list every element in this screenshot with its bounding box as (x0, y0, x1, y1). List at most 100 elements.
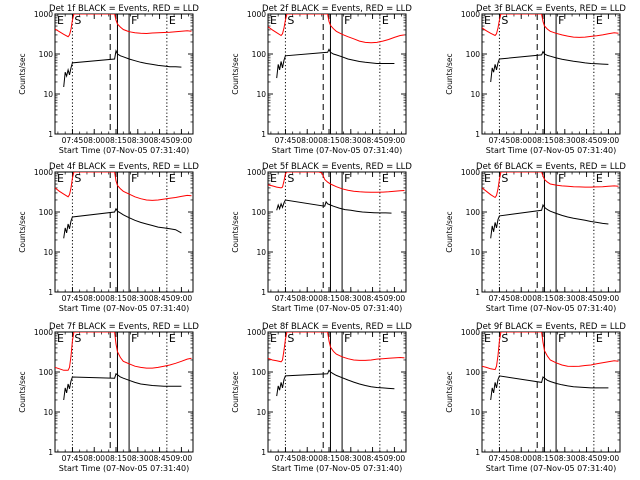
detector-panel: Det 4f BLACK = Events, RED = LLD 1 10 100 10… (18, 162, 199, 313)
x-tick-label: 08:45 (362, 136, 384, 145)
y-tick-label: 10 (256, 248, 266, 257)
marker-label: F (558, 332, 564, 345)
y-tick-label: 1 (48, 288, 53, 297)
y-tick-label: 1 (261, 448, 266, 457)
plot-frame (267, 331, 407, 453)
y-tick-label: 1 (475, 130, 480, 139)
series-lld-line (55, 332, 192, 371)
x-tick-label: 07:45 (62, 294, 84, 303)
y-tick-label: 1000 (461, 328, 480, 337)
y-tick-label: 10 (256, 90, 266, 99)
panel-title: Det 3f BLACK = Events, RED = LLD (476, 4, 626, 14)
x-tick-label: 08:45 (149, 136, 171, 145)
plot-frame (481, 331, 621, 453)
x-axis-label: Start Time (07-Nov-05 07:31:40) (59, 146, 189, 155)
marker-label: F (344, 172, 350, 185)
x-tick-label: 09:00 (384, 294, 406, 303)
marker-label: E (169, 332, 176, 345)
y-tick-label: 1000 (247, 168, 266, 177)
series-events-line (63, 373, 182, 401)
marker-label: F (131, 14, 137, 27)
y-axis-label: Counts/sec (445, 211, 454, 252)
series-lld-line (55, 172, 192, 201)
x-axis-label: Start Time (07-Nov-05 07:31:40) (486, 464, 616, 473)
detector-panel: Det 7f BLACK = Events, RED = LLD 1 10 100 10… (18, 322, 199, 473)
y-tick-label: 1000 (461, 10, 480, 19)
x-axis-label: Start Time (07-Nov-05 07:31:40) (59, 464, 189, 473)
marker-label: F (131, 332, 137, 345)
detector-panel: Det 6f BLACK = Events, RED = LLD 1 10 100 10… (445, 162, 626, 313)
x-tick-label: 09:00 (598, 294, 620, 303)
marker-label: E (596, 14, 603, 27)
x-tick-label: 08:00 (296, 454, 318, 463)
x-tick-label: 08:15 (532, 136, 554, 145)
marker-label: E (484, 14, 491, 27)
x-tick-label: 07:45 (489, 136, 511, 145)
series-events-line (490, 203, 609, 239)
marker-label: E (596, 172, 603, 185)
marker-label: E (169, 14, 176, 27)
x-tick-label: 08:30 (554, 136, 576, 145)
y-tick-label: 10 (256, 408, 266, 417)
series-lld-line (55, 14, 192, 38)
marker-label: S (74, 172, 81, 185)
plot-frame (54, 171, 194, 293)
y-tick-label: 1 (261, 130, 266, 139)
series-lld-line (482, 172, 619, 199)
x-tick-label: 08:45 (149, 454, 171, 463)
y-tick-label: 100 (39, 50, 54, 59)
series-events-line (63, 49, 182, 88)
x-tick-label: 08:00 (83, 454, 105, 463)
detector-panel: Det 1f BLACK = Events, RED = LLD 1 10 100 10… (18, 4, 199, 155)
plot-frame (54, 13, 194, 135)
marker-label: F (131, 172, 137, 185)
x-tick-label: 08:45 (576, 136, 598, 145)
y-axis-label: Counts/sec (445, 371, 454, 412)
marker-label: S (74, 14, 81, 27)
marker-label: E (484, 172, 491, 185)
y-tick-label: 10 (43, 408, 53, 417)
x-axis-label: Start Time (07-Nov-05 07:31:40) (272, 464, 402, 473)
marker-label: E (57, 332, 64, 345)
panel-title: Det 9f BLACK = Events, RED = LLD (476, 322, 626, 332)
marker-label: S (501, 332, 508, 345)
marker-label: E (57, 172, 64, 185)
panel-title: Det 2f BLACK = Events, RED = LLD (262, 4, 412, 14)
panel-title: Det 6f BLACK = Events, RED = LLD (476, 162, 626, 172)
marker-label: F (558, 172, 564, 185)
marker-label: E (596, 332, 603, 345)
series-lld-line (482, 332, 619, 371)
detector-panel: Det 8f BLACK = Events, RED = LLD 1 10 100 10… (231, 322, 412, 473)
marker-label: S (74, 332, 81, 345)
y-tick-label: 10 (43, 90, 53, 99)
series-lld-line (268, 14, 405, 44)
panel-title: Det 5f BLACK = Events, RED = LLD (262, 162, 412, 172)
x-tick-label: 09:00 (598, 136, 620, 145)
y-tick-label: 100 (39, 368, 54, 377)
x-tick-label: 09:00 (384, 136, 406, 145)
x-tick-label: 08:30 (340, 136, 362, 145)
x-tick-label: 08:45 (576, 294, 598, 303)
x-tick-label: 08:15 (532, 454, 554, 463)
x-tick-label: 08:00 (83, 294, 105, 303)
marker-label: E (270, 172, 277, 185)
x-tick-label: 08:30 (340, 294, 362, 303)
plot-frame (267, 13, 407, 135)
plot-frame (267, 171, 407, 293)
detector-panel: Det 9f BLACK = Events, RED = LLD 1 10 100 10… (445, 322, 626, 473)
marker-label: E (484, 332, 491, 345)
y-tick-label: 1 (48, 448, 53, 457)
y-tick-label: 100 (466, 368, 481, 377)
x-tick-label: 08:45 (576, 454, 598, 463)
y-axis-label: Counts/sec (231, 211, 240, 252)
x-tick-label: 08:00 (510, 454, 532, 463)
x-axis-label: Start Time (07-Nov-05 07:31:40) (59, 304, 189, 313)
x-tick-label: 07:45 (489, 294, 511, 303)
x-tick-label: 07:45 (275, 136, 297, 145)
x-tick-label: 09:00 (384, 454, 406, 463)
x-tick-label: 08:00 (83, 136, 105, 145)
y-axis-label: Counts/sec (445, 53, 454, 94)
marker-label: E (382, 332, 389, 345)
x-tick-label: 08:30 (127, 136, 149, 145)
y-tick-label: 10 (470, 90, 480, 99)
